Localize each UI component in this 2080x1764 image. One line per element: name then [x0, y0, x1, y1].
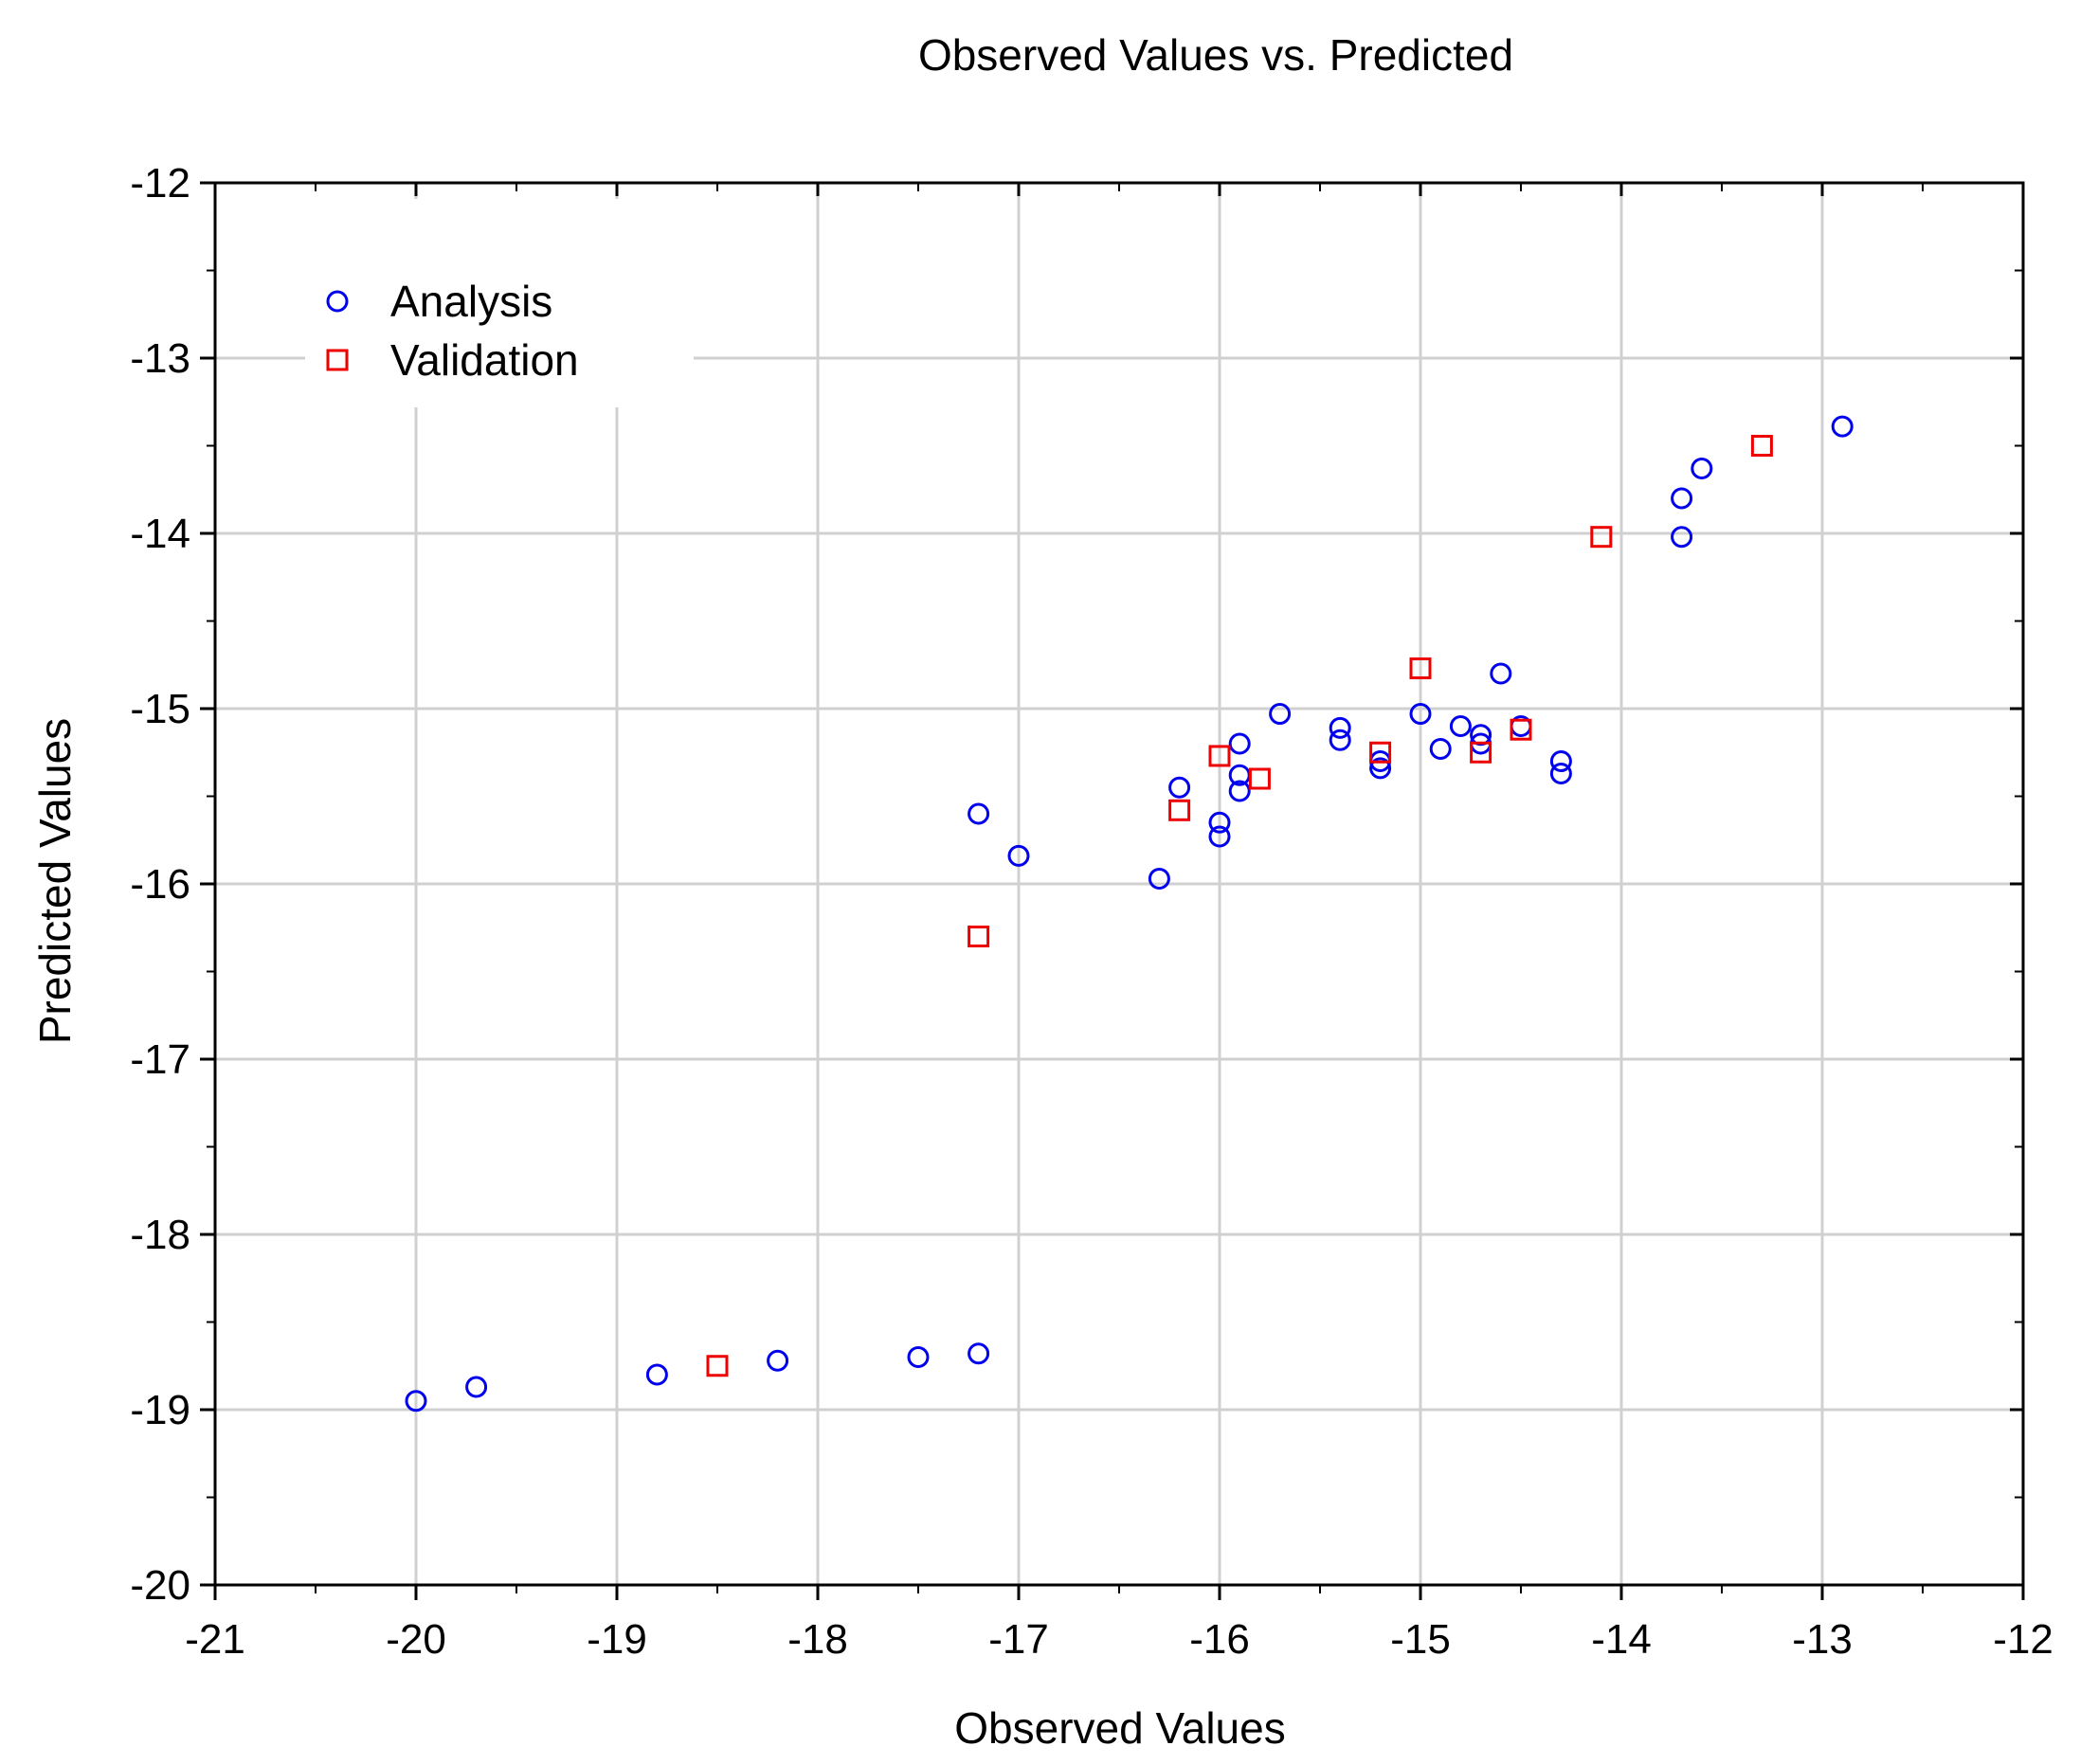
x-axis-title: Observed Values [954, 1703, 1285, 1753]
validation-point [1248, 767, 1271, 790]
validation-point [1208, 745, 1231, 767]
analysis-point [907, 1346, 930, 1368]
y-tick-label: -14 [130, 511, 190, 557]
analysis-point [1490, 662, 1512, 685]
analysis-point [1671, 487, 1693, 510]
x-tick-label: -13 [1792, 1616, 1853, 1663]
analysis-point [465, 1376, 488, 1398]
analysis-point [1208, 811, 1231, 834]
legend-label: Analysis [390, 277, 552, 326]
analysis-point [968, 1342, 990, 1365]
y-tick-label: -16 [130, 861, 190, 908]
legend: Analysis Validation [305, 199, 694, 407]
x-tick-label: -12 [1993, 1616, 2053, 1663]
y-tick-label: -15 [130, 686, 190, 732]
x-tick-label: -20 [386, 1616, 446, 1663]
analysis-point [1671, 526, 1693, 549]
legend-square-marker [326, 349, 349, 371]
validation-point [968, 926, 990, 947]
analysis-point [1168, 776, 1191, 799]
validation-point [706, 1355, 729, 1377]
chart-title: Observed Values vs. Predicted [918, 30, 1513, 80]
analysis-point [1549, 750, 1572, 772]
analysis-point [1208, 825, 1231, 848]
analysis-point [1228, 732, 1251, 755]
data-points [405, 415, 1854, 1413]
analysis-point [1429, 738, 1452, 761]
analysis-point [767, 1349, 789, 1372]
analysis-point [1449, 715, 1472, 737]
axis-ticks: -21 -20 -19 -18 -17 -16 -15 -14 -13 -12 -12 -13 -14 -… [130, 160, 2053, 1663]
y-tick-label: -19 [130, 1387, 190, 1433]
y-tick-label: -20 [130, 1562, 190, 1609]
validation-point [1168, 799, 1191, 821]
validation-point [1510, 718, 1532, 741]
analysis-point [1329, 729, 1351, 751]
analysis-point [645, 1363, 668, 1386]
analysis-point [1831, 415, 1854, 438]
analysis-point [1409, 703, 1432, 726]
y-axis-title: Predicted Values [30, 718, 80, 1044]
analysis-point [1228, 780, 1251, 802]
x-tick-label: -14 [1591, 1616, 1652, 1663]
analysis-point [1269, 703, 1292, 726]
x-tick-label: -19 [587, 1616, 647, 1663]
analysis-point [405, 1390, 427, 1413]
validation-point [1470, 741, 1492, 764]
analysis-point [1369, 757, 1392, 780]
validation-point [1750, 435, 1773, 457]
x-tick-label: -21 [185, 1616, 245, 1663]
x-tick-label: -18 [787, 1616, 848, 1663]
analysis-point [968, 802, 990, 825]
analysis-point [1691, 458, 1713, 480]
x-tick-label: -15 [1390, 1616, 1451, 1663]
validation-point [1590, 526, 1613, 549]
validation-point [1369, 741, 1392, 764]
legend-box [305, 199, 694, 407]
x-tick-label: -16 [1189, 1616, 1250, 1663]
y-tick-label: -17 [130, 1036, 190, 1083]
x-tick-label: -17 [988, 1616, 1049, 1663]
analysis-point [1148, 867, 1170, 890]
analysis-point [1329, 716, 1351, 739]
legend-circle-marker [326, 290, 349, 313]
y-tick-label: -13 [130, 335, 190, 382]
validation-point [1409, 657, 1432, 679]
analysis-point [1007, 844, 1030, 867]
y-tick-label: -18 [130, 1212, 190, 1258]
y-tick-label: -12 [130, 160, 190, 207]
legend-label: Validation [390, 335, 579, 385]
analysis-point [1549, 762, 1572, 784]
